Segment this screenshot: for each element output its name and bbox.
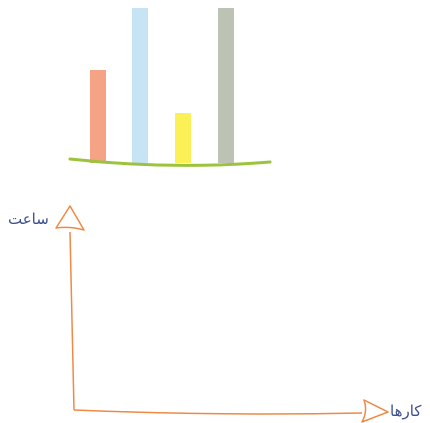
y-axis-label: ساعت <box>8 210 49 228</box>
bar-4 <box>218 8 234 163</box>
x-axis-line <box>73 409 363 415</box>
y-axis-arrow-icon <box>55 205 85 231</box>
bar-group <box>90 8 234 163</box>
x-axis-arrow-icon <box>361 399 389 423</box>
bar-1 <box>90 70 106 163</box>
x-axis-label: کارها <box>390 402 422 420</box>
bar-2 <box>132 8 148 163</box>
chart-baseline <box>68 157 272 167</box>
y-axis-line <box>69 231 75 411</box>
bar-3 <box>175 113 191 163</box>
